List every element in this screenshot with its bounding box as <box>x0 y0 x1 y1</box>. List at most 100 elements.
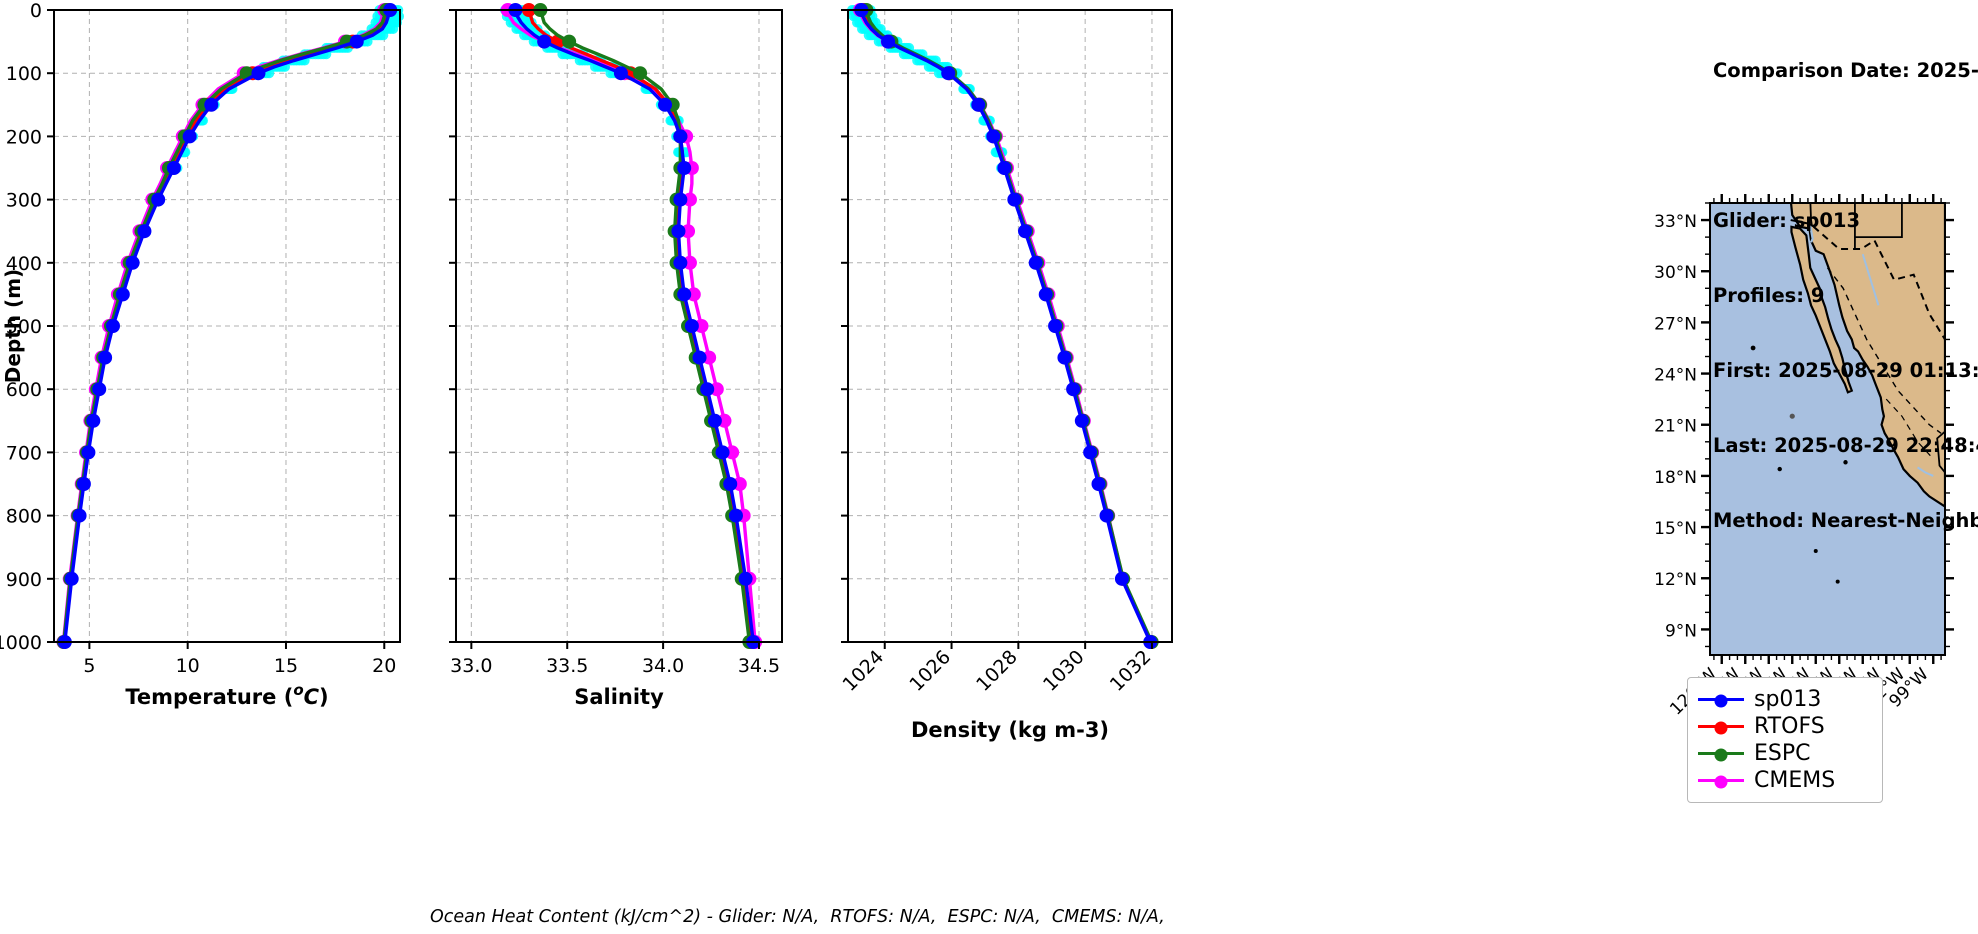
landmass-mainland <box>1789 203 1945 508</box>
map-land <box>1750 203 1945 584</box>
series-marker-sp013 <box>1114 571 1129 586</box>
island-dot <box>1750 345 1756 351</box>
xtick-label: 33.0 <box>450 655 492 677</box>
xtick-label: 15 <box>274 655 298 677</box>
series-marker-sp013 <box>151 192 166 207</box>
spread-point <box>378 30 389 41</box>
xtick-label: 1028 <box>972 646 1022 696</box>
xtick-label: 34.5 <box>738 655 780 677</box>
series-marker-sp013 <box>166 161 181 175</box>
map-lat-label: 12°N <box>1654 570 1697 590</box>
legend-item-cmems[interactable]: CMEMS <box>1698 767 1870 794</box>
xaxis-title: Salinity <box>574 685 664 709</box>
legend-item-rtofs[interactable]: RTOFS <box>1698 713 1870 740</box>
series-marker-espc <box>562 34 577 49</box>
map-lat-label: 24°N <box>1654 366 1697 386</box>
series-marker-sp013 <box>125 255 140 270</box>
series-marker-sp013 <box>204 97 219 112</box>
series-marker-sp013 <box>1018 224 1033 239</box>
series-marker-sp013 <box>1007 192 1022 207</box>
xtick-label: 1032 <box>1106 646 1156 696</box>
series-marker-cmems <box>682 192 697 207</box>
series-marker-espc <box>633 66 648 81</box>
series-marker-sp013 <box>715 445 730 460</box>
series-marker-sp013 <box>1048 319 1063 333</box>
series-sp013-salinity-profile <box>508 3 761 649</box>
series-marker-sp013 <box>1074 413 1089 428</box>
xtick-label: 33.5 <box>546 655 588 677</box>
series-legend: sp013 RTOFS ESPC CMEMS <box>1687 677 1883 803</box>
map-lat-label: 9°N <box>1665 621 1697 641</box>
ytick-label: 200 <box>6 126 42 148</box>
series-marker-sp013 <box>673 192 688 207</box>
border-nm-tx <box>1854 203 1903 239</box>
map-lat-label: 30°N <box>1654 263 1697 283</box>
xtick-label: 20 <box>372 655 396 677</box>
series-marker-sp013 <box>182 129 197 144</box>
series-marker-sp013 <box>677 161 692 175</box>
legend-marker-icon <box>1714 721 1728 735</box>
island-dot <box>1777 466 1782 472</box>
landmass-baja-california <box>1790 225 1854 394</box>
xaxis-title: Temperature (oC) <box>125 681 328 709</box>
yaxis-title: Depth (m) <box>1 269 25 383</box>
series-marker-sp013 <box>723 477 738 491</box>
series-marker-sp013 <box>251 66 266 81</box>
xtick-label: 10 <box>176 655 200 677</box>
profiles-line: Profiles: 9 <box>1713 284 1825 307</box>
river <box>1861 253 1880 306</box>
series-marker-sp013 <box>881 34 896 49</box>
series-marker-sp013 <box>1038 287 1053 302</box>
spread-point <box>388 23 399 34</box>
legend-label: sp013 <box>1754 687 1822 712</box>
first-timestamp-line: First: 2025-08-29 01:13:00 <box>1713 359 1978 382</box>
series-marker-sp013 <box>738 571 753 586</box>
legend-label: RTOFS <box>1754 714 1825 739</box>
series-marker-sp013 <box>971 97 986 112</box>
landmass-east-sliver <box>1936 430 1945 474</box>
ytick-label: 800 <box>6 506 42 528</box>
ytick-label: 400 <box>6 253 42 275</box>
island-dot <box>1843 460 1848 465</box>
border-state-internal-2 <box>1885 398 1934 460</box>
comparison-date-line: Comparison Date: 2025-08-29 <box>1713 59 1978 82</box>
legend-item-espc[interactable]: ESPC <box>1698 740 1870 767</box>
series-marker-sp013 <box>349 34 364 49</box>
series-marker-sp013 <box>98 350 113 365</box>
ocean-heat-content-caption: Ocean Heat Content (kJ/cm^2) - Glider: N… <box>430 907 1165 927</box>
ytick-label: 100 <box>6 63 42 85</box>
glider-location-marker <box>1789 413 1795 419</box>
border-state-internal <box>1826 267 1942 434</box>
legend-item-sp013[interactable]: sp013 <box>1698 686 1870 713</box>
series-marker-sp013 <box>658 97 673 112</box>
map-lat-label: 33°N <box>1654 212 1697 232</box>
series-marker-sp013 <box>673 129 688 144</box>
legend-swatch-sp013 <box>1698 694 1744 708</box>
series-marker-sp013 <box>92 382 107 397</box>
plot-panel-salinity-profile: 33.0 33.5 34.0 34.5 Salinity <box>449 3 783 709</box>
series-marker-cmems <box>717 413 732 428</box>
series-marker-sp013 <box>1066 382 1081 397</box>
map-lat-label: 18°N <box>1654 468 1697 488</box>
legend-label: ESPC <box>1754 741 1811 766</box>
legend-swatch-cmems <box>1698 775 1744 789</box>
series-marker-sp013 <box>692 350 707 365</box>
map-lat-label: 27°N <box>1654 314 1697 334</box>
series-sp013-temperature-profile <box>57 3 398 649</box>
series-marker-cmems <box>686 287 701 302</box>
legend-marker-icon <box>1714 694 1728 708</box>
series-marker-sp013 <box>64 571 79 586</box>
xtick-label: 5 <box>83 655 95 677</box>
series-marker-sp013 <box>86 413 101 428</box>
metadata-panel: Comparison Date: 2025-08-29 Glider: sp01… <box>1713 8 1978 558</box>
series-marker-cmems <box>682 255 697 270</box>
xaxis-title: Density (kg m-3) <box>911 718 1109 742</box>
series-marker-sp013 <box>1057 350 1072 365</box>
ytick-label: 500 <box>6 316 42 338</box>
series-marker-cmems <box>709 382 724 397</box>
river <box>1917 466 1934 477</box>
ytick-label: 900 <box>6 569 42 591</box>
ytick-label: 1000 <box>0 632 42 654</box>
series-marker-sp013 <box>997 161 1012 175</box>
legend-swatch-espc <box>1698 748 1744 762</box>
